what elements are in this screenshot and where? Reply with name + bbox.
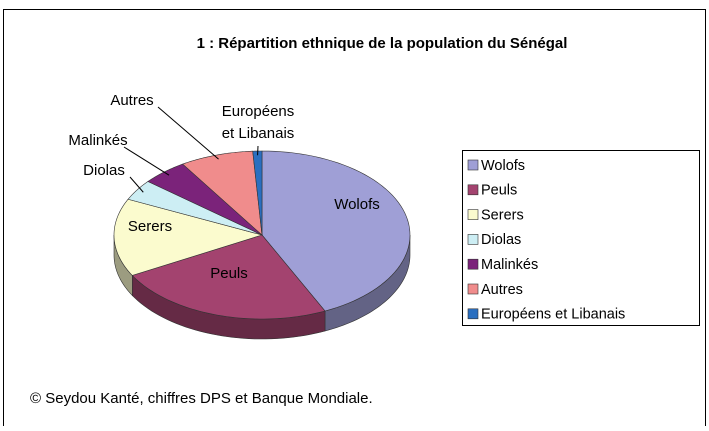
- data-label: Peuls: [210, 265, 248, 282]
- legend-label: Serers: [481, 207, 524, 223]
- data-label: Autres: [110, 92, 153, 109]
- source-note: © Seydou Kanté, chiffres DPS et Banque M…: [30, 390, 373, 407]
- data-label: Serers: [128, 218, 172, 235]
- legend-swatch: [468, 309, 478, 319]
- legend-swatch: [468, 185, 478, 195]
- label-line: Européens: [222, 103, 295, 120]
- legend-label: Wolofs: [481, 158, 525, 174]
- legend-label: Malinkés: [481, 257, 538, 273]
- legend-label: Diolas: [481, 232, 521, 248]
- legend-label: Peuls: [481, 183, 517, 199]
- legend-label: Autres: [481, 282, 523, 298]
- chart-title: 1 : Répartition ethnique de la populatio…: [197, 35, 568, 52]
- data-label: Diolas: [83, 162, 125, 179]
- label-line: et Libanais: [222, 125, 295, 142]
- legend-swatch: [468, 160, 478, 170]
- legend-swatch: [468, 234, 478, 244]
- legend-swatch: [468, 284, 478, 294]
- legend-label: Européens et Libanais: [481, 307, 625, 323]
- legend-swatch: [468, 259, 478, 269]
- legend-swatch: [468, 210, 478, 220]
- data-label: Wolofs: [334, 196, 380, 213]
- data-label: Malinkés: [68, 132, 127, 149]
